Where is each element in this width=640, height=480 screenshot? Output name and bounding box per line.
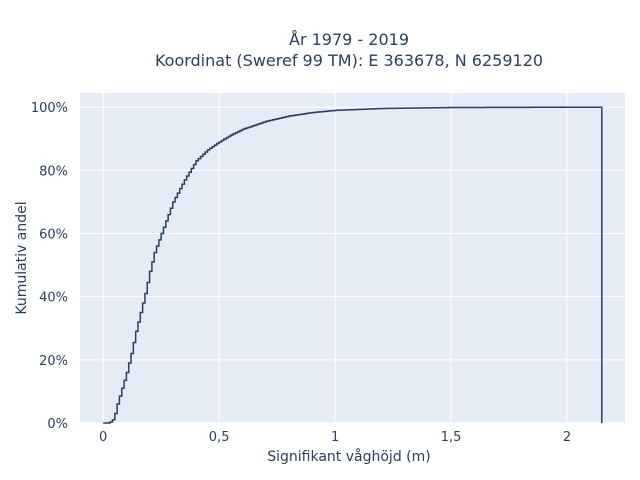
y-tick-label: 60% bbox=[39, 228, 68, 243]
x-tick-label: 0,5 bbox=[209, 430, 230, 445]
x-axis-ticks: 0 0,5 1 1,5 2 bbox=[99, 430, 571, 445]
x-tick-label: 1,5 bbox=[441, 430, 462, 445]
y-tick-label: 40% bbox=[39, 291, 68, 306]
y-axis-ticks: 0% 20% 40% 60% 80% 100% bbox=[31, 101, 68, 432]
x-tick-label: 1 bbox=[331, 430, 339, 445]
chart-title-line2: Koordinat (Sweref 99 TM): E 363678, N 62… bbox=[155, 51, 543, 70]
chart-title-line1: År 1979 - 2019 bbox=[289, 30, 409, 49]
y-tick-label: 20% bbox=[39, 354, 68, 369]
cumulative-line bbox=[103, 106, 603, 424]
plot-area bbox=[80, 93, 625, 423]
grid-lines bbox=[80, 93, 625, 424]
y-tick-label: 0% bbox=[47, 417, 68, 432]
x-axis-label: Signifikant våghöjd (m) bbox=[267, 448, 430, 465]
x-tick-label: 2 bbox=[563, 430, 571, 445]
y-tick-label: 80% bbox=[39, 164, 68, 179]
x-tick-label: 0 bbox=[99, 430, 107, 445]
y-tick-label: 100% bbox=[31, 101, 68, 116]
y-axis-label: Kumulativ andel bbox=[14, 201, 30, 314]
